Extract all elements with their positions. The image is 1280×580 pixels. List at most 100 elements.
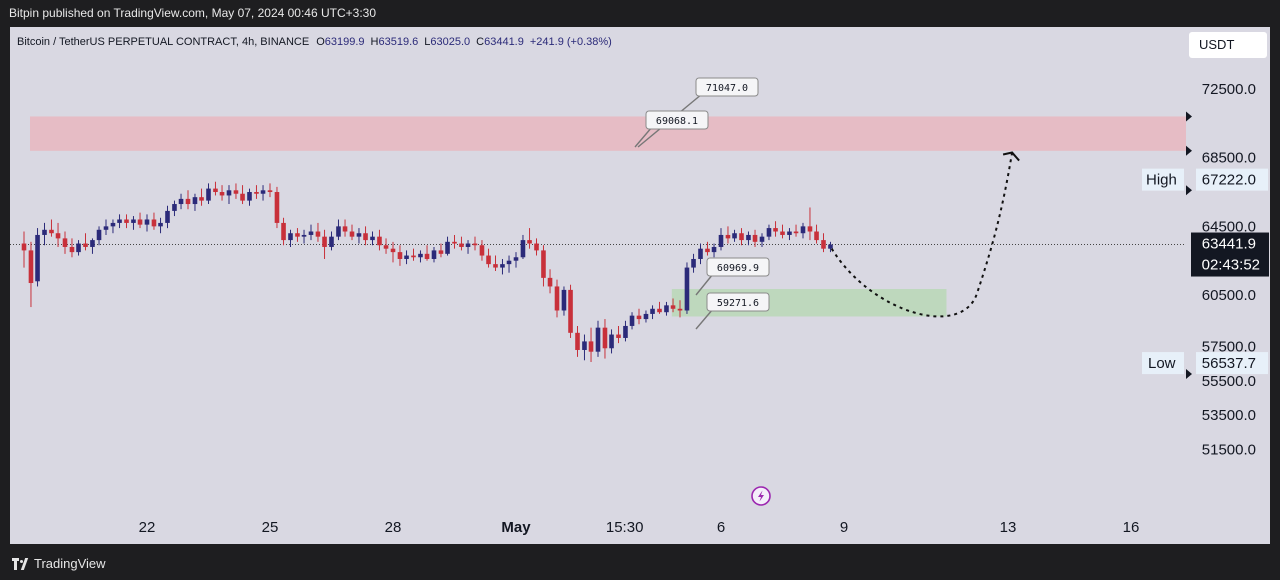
candle-body [527, 240, 532, 244]
candle-body [513, 257, 519, 261]
chart-svg[interactable]: 71047.0 69068.1 60969.9 59271.6 Bitcoin / T… [10, 27, 1270, 544]
zones-layer [30, 116, 1186, 317]
candle-body [479, 245, 485, 256]
candle-body [69, 246, 75, 253]
candle-body [472, 243, 478, 246]
candle-body [718, 234, 724, 247]
candle-body [568, 289, 573, 333]
y-tick-label: 55500.0 [1202, 373, 1256, 390]
candle-body [178, 198, 184, 205]
candle-body [383, 245, 389, 249]
candle-body [418, 253, 423, 258]
candle-body [226, 190, 232, 196]
candle-body [288, 233, 293, 241]
candle-body [124, 219, 129, 223]
candle-body [506, 260, 512, 265]
candle-body [459, 243, 464, 247]
currency-button[interactable]: USDT [1189, 32, 1267, 58]
candle-body [609, 334, 614, 349]
candle-body [165, 210, 170, 223]
candle-body [411, 255, 416, 258]
x-tick-label: 9 [840, 519, 848, 536]
x-tick-label: 6 [717, 519, 725, 536]
legend-change: +241.9 (+0.38%) [530, 36, 612, 48]
candle-body [322, 236, 327, 247]
candle-body [650, 308, 655, 314]
candle-body [151, 219, 157, 227]
candle-body [746, 234, 751, 241]
candle-body [616, 334, 621, 338]
legend-symbol: Bitcoin / TetherUS PERPETUAL CONTRACT, 4… [17, 36, 309, 48]
tradingview-logo[interactable]: TradingView [12, 556, 106, 571]
candle-body [390, 248, 396, 253]
axis-marker-triangle [1186, 185, 1192, 196]
legend-h-label: H [371, 36, 379, 48]
candle-body [465, 243, 471, 247]
candle-body [342, 226, 348, 232]
candle-body [260, 190, 266, 194]
chart-pane[interactable]: 71047.0 69068.1 60969.9 59271.6 Bitcoin / T… [10, 27, 1270, 544]
candle-body [534, 243, 539, 251]
candle-body [21, 243, 27, 251]
candle-body [254, 192, 259, 194]
candle-body [377, 236, 382, 246]
candle-body [623, 325, 628, 338]
candle-body [172, 204, 177, 211]
candle-body [711, 246, 717, 253]
candle-body [664, 305, 669, 313]
x-tick-label: 16 [1123, 519, 1140, 536]
annotation-label: 60969.9 [717, 263, 759, 274]
low-value-bg [1196, 352, 1268, 375]
candle-body [445, 241, 450, 254]
annotation-callout: 59271.6 [695, 292, 770, 330]
candle-body [110, 222, 116, 227]
annotation-label: 59271.6 [717, 298, 759, 309]
candle-body [274, 192, 280, 223]
annotation-label: 69068.1 [656, 116, 698, 127]
lightning-icon[interactable] [751, 486, 771, 506]
candle-body [547, 277, 553, 287]
candle-body [117, 219, 122, 223]
candle-body [602, 327, 608, 349]
axis-marker-triangle [1186, 145, 1192, 156]
candle-body [629, 315, 635, 326]
candle-body [213, 188, 218, 193]
projection-arrow [830, 152, 1014, 318]
candle-body [431, 250, 437, 259]
high-marker: High 67222.0 [1142, 168, 1268, 191]
low-label: Low [1148, 355, 1176, 372]
candle-body [83, 243, 88, 247]
legend-l-label: L [424, 36, 430, 48]
legend-o-label: O [316, 36, 325, 48]
candle-body [103, 226, 109, 230]
x-axis: 22 25 28 May 15:30 6 9 13 16 [139, 519, 1140, 536]
candle-body [657, 308, 662, 313]
annotation-callout: 71047.0 [637, 77, 759, 148]
candle-body [301, 234, 307, 237]
resistance-zone [30, 116, 1186, 151]
candle-body [807, 226, 813, 232]
annotation-box [695, 77, 759, 97]
candle-body [363, 233, 368, 241]
candle-body [500, 264, 505, 268]
x-tick-label: 15:30 [606, 519, 644, 536]
annotation-leader [695, 308, 714, 330]
candle-body [595, 327, 601, 352]
candle-body [677, 308, 683, 311]
candle-body [55, 233, 61, 239]
candle-body [131, 219, 136, 223]
annotation-leader [634, 126, 653, 148]
candle-body [356, 233, 362, 237]
y-tick-label: 72500.0 [1202, 81, 1256, 98]
candle-body [35, 234, 40, 282]
candle-body [62, 238, 68, 247]
candle-body [397, 252, 403, 259]
candle-body [636, 315, 642, 320]
candle-body [493, 264, 498, 268]
annotation-box [706, 257, 770, 277]
axis-marker-triangle [1186, 369, 1192, 380]
x-tick-label: 28 [385, 519, 402, 536]
legend-c-label: C [476, 36, 484, 48]
low-value: 56537.7 [1202, 355, 1256, 372]
high-value-bg [1196, 168, 1268, 191]
